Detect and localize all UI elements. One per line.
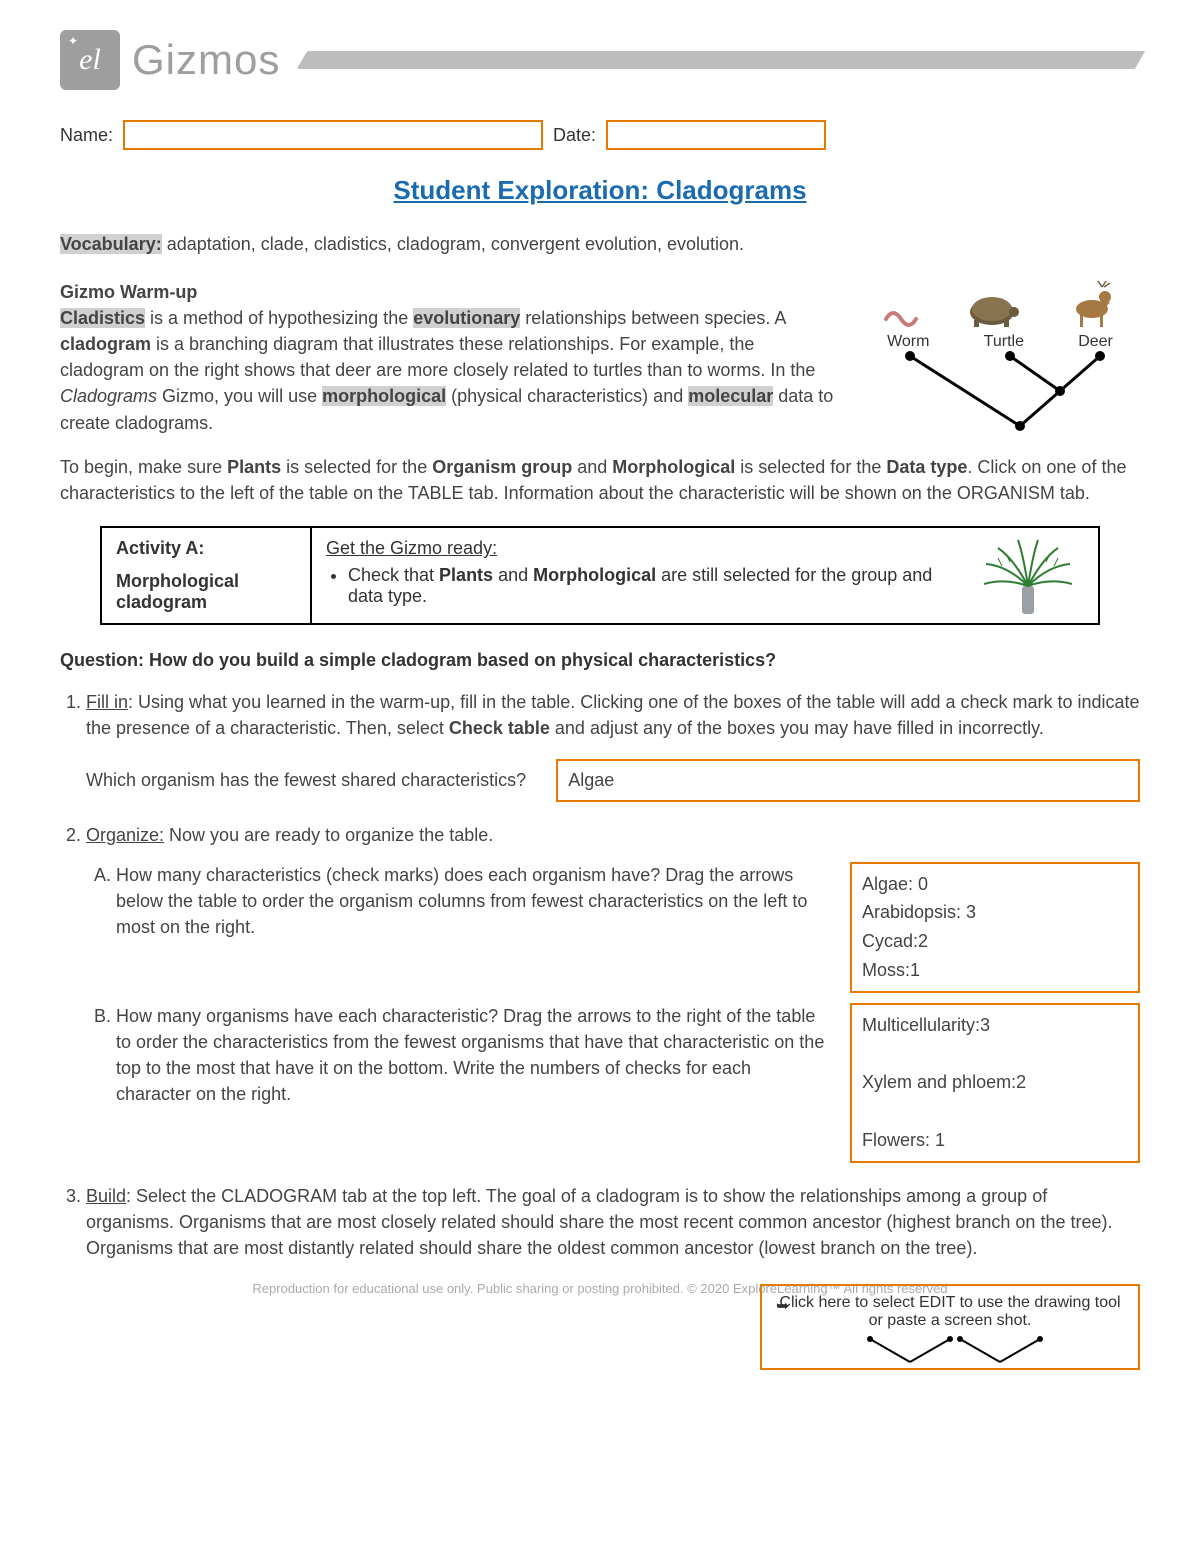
activity-title: Activity A: xyxy=(116,538,296,559)
date-label: Date: xyxy=(553,125,596,146)
question-header: Question: How do you build a simple clad… xyxy=(60,650,1140,671)
brand-glyph: el xyxy=(79,43,101,77)
vocab-text: adaptation, clade, cladistics, cladogram… xyxy=(162,234,744,254)
q1-prompt: Which organism has the fewest shared cha… xyxy=(86,767,526,793)
cladogram-labels: Worm Turtle Deer xyxy=(860,333,1140,351)
p2f: Morphological xyxy=(612,457,735,477)
turtle-icon xyxy=(962,284,1022,329)
p2a: To begin, make sure xyxy=(60,457,227,477)
page-title: Student Exploration: Cladograms xyxy=(60,175,1140,206)
p2h: Data type xyxy=(886,457,967,477)
deer-icon xyxy=(1064,279,1119,329)
warmup-text: Gizmo Warm-up Cladistics is a method of … xyxy=(60,279,840,436)
mini-cladogram-icon xyxy=(850,1334,1050,1364)
t-gizmo-name: Cladograms xyxy=(60,386,157,406)
activity-bullet: Check that Plants and Morphological are … xyxy=(348,565,944,607)
q2a-answer-box[interactable]: Algae: 0 Arabidopsis: 3 Cycad:2 Moss:1 xyxy=(850,862,1140,993)
question-1: Fill in: Using what you learned in the w… xyxy=(86,689,1140,801)
q1-lead: Fill in xyxy=(86,692,128,712)
q1b: Check table xyxy=(449,718,550,738)
activity-image xyxy=(958,528,1098,623)
p2e: and xyxy=(572,457,612,477)
q2-sublist: How many characteristics (check marks) d… xyxy=(86,862,1140,1163)
p2c: is selected for the xyxy=(281,457,432,477)
t1d: relationships between species. A xyxy=(520,308,785,328)
name-input[interactable] xyxy=(123,120,543,150)
cladogram-icons xyxy=(860,279,1140,329)
activity-mid: Get the Gizmo ready: Check that Plants a… xyxy=(312,528,958,623)
p2b: Plants xyxy=(227,457,281,477)
q2a: How many characteristics (check marks) d… xyxy=(116,862,1140,993)
brand-header: el Gizmos xyxy=(60,30,1140,90)
edit-hint-text: Click here to select EDIT to use the dra… xyxy=(779,1294,1120,1329)
q3-lead: Build xyxy=(86,1186,126,1206)
date-input[interactable] xyxy=(606,120,826,150)
q1-answer-box[interactable]: Algae xyxy=(556,759,1140,801)
activity-subtitle: Morphological cladogram xyxy=(116,571,296,613)
edit-hint-box[interactable]: ➥ Click here to select EDIT to use the d… xyxy=(760,1284,1140,1370)
name-label: Name: xyxy=(60,125,113,146)
t-cladogram: cladogram xyxy=(60,334,151,354)
label-deer: Deer xyxy=(1078,333,1113,351)
ab-a: Check that xyxy=(348,565,439,585)
q3-body: : Select the CLADOGRAM tab at the top le… xyxy=(86,1186,1112,1258)
label-worm: Worm xyxy=(887,333,929,351)
ab-b: Plants xyxy=(439,565,493,585)
vocab-label: Vocabulary: xyxy=(60,234,162,254)
t-morphological: morphological xyxy=(322,386,446,406)
name-date-row: Name: Date: xyxy=(60,120,1140,150)
p2d: Organism group xyxy=(432,457,572,477)
brand-name: Gizmos xyxy=(132,36,280,84)
ab-d: Morphological xyxy=(533,565,656,585)
brand-logo: el xyxy=(60,30,120,90)
brand-bar xyxy=(297,51,1145,69)
t1j: (physical characteristics) and xyxy=(446,386,688,406)
ab-c: and xyxy=(493,565,533,585)
cladogram-tree xyxy=(870,351,1130,431)
activity-left: Activity A: Morphological cladogram xyxy=(102,528,312,623)
q2-lead: Organize: xyxy=(86,825,164,845)
q2b-text: How many organisms have each characteris… xyxy=(116,1003,830,1163)
t1f: is a branching diagram that illustrates … xyxy=(60,334,815,380)
label-turtle: Turtle xyxy=(984,333,1024,351)
p2g: is selected for the xyxy=(735,457,886,477)
warmup-section: Gizmo Warm-up Cladistics is a method of … xyxy=(60,279,1140,436)
t-molecular: molecular xyxy=(688,386,773,406)
question-3: Build: Select the CLADOGRAM tab at the t… xyxy=(86,1183,1140,1261)
t-evolutionary: evolutionary xyxy=(413,308,520,328)
activity-box: Activity A: Morphological cladogram Get … xyxy=(100,526,1100,625)
t1h: Gizmo, you will use xyxy=(157,386,322,406)
t-cladistics: Cladistics xyxy=(60,308,145,328)
q2a-text: How many characteristics (check marks) d… xyxy=(116,862,830,993)
vocabulary-row: Vocabulary: adaptation, clade, cladistic… xyxy=(60,231,1140,257)
q1-answer-row: Which organism has the fewest shared cha… xyxy=(86,759,1140,801)
q2b-answer-box[interactable]: Multicellularity:3 Xylem and phloem:2 Fl… xyxy=(850,1003,1140,1163)
warmup-heading: Gizmo Warm-up xyxy=(60,279,840,305)
gizmo-ready-label: Get the Gizmo ready: xyxy=(326,538,497,558)
worm-icon xyxy=(881,299,921,329)
q2-body: Now you are ready to organize the table. xyxy=(164,825,493,845)
pointer-icon: ➥ xyxy=(776,1296,789,1316)
q1c: and adjust any of the boxes you may have… xyxy=(550,718,1044,738)
t1b: is a method of hypothesizing the xyxy=(145,308,413,328)
question-2: Organize: Now you are ready to organize … xyxy=(86,822,1140,1163)
cycad-icon xyxy=(978,536,1078,616)
cladogram-figure: Worm Turtle Deer xyxy=(860,279,1140,436)
setup-instructions: To begin, make sure Plants is selected f… xyxy=(60,454,1140,506)
question-list: Fill in: Using what you learned in the w… xyxy=(60,689,1140,1261)
q2b: How many organisms have each characteris… xyxy=(116,1003,1140,1163)
